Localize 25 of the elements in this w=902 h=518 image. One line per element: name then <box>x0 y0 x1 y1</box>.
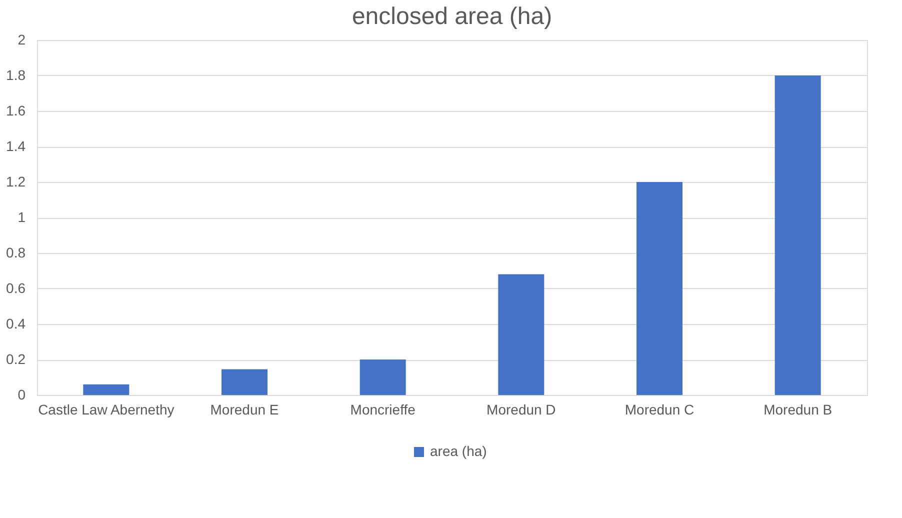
bar <box>83 384 130 395</box>
y-tick-label: 0.4 <box>6 316 26 332</box>
x-tick-label: Moredun C <box>624 402 694 418</box>
bar <box>774 76 821 395</box>
y-tick-label: 0.2 <box>6 351 26 367</box>
y-tick-label: 0.8 <box>6 244 26 260</box>
y-tick-label: 1.8 <box>6 67 26 83</box>
bar <box>636 182 682 395</box>
y-tick-label: 1.4 <box>6 138 26 154</box>
x-tick-label: Castle Law Abernethy <box>38 402 174 418</box>
y-tick-label: 1 <box>18 209 26 225</box>
y-tick-label: 0.6 <box>6 280 26 296</box>
bar <box>222 369 268 395</box>
x-tick-label: Moredun D <box>486 402 556 418</box>
bar <box>498 274 544 395</box>
bar <box>360 360 406 395</box>
y-tick-label: 2 <box>18 32 26 48</box>
y-tick-label: 1.6 <box>6 102 26 118</box>
x-tick-label: Moredun B <box>764 402 832 418</box>
x-tick-label: Moncrieffe <box>350 402 416 418</box>
chart-title: enclosed area (ha) <box>352 3 552 30</box>
legend-label: area (ha) <box>430 443 487 459</box>
x-tick-label: Moredun E <box>210 402 279 418</box>
y-tick-label: 1.2 <box>6 174 26 190</box>
y-tick-label: 0 <box>18 386 26 402</box>
